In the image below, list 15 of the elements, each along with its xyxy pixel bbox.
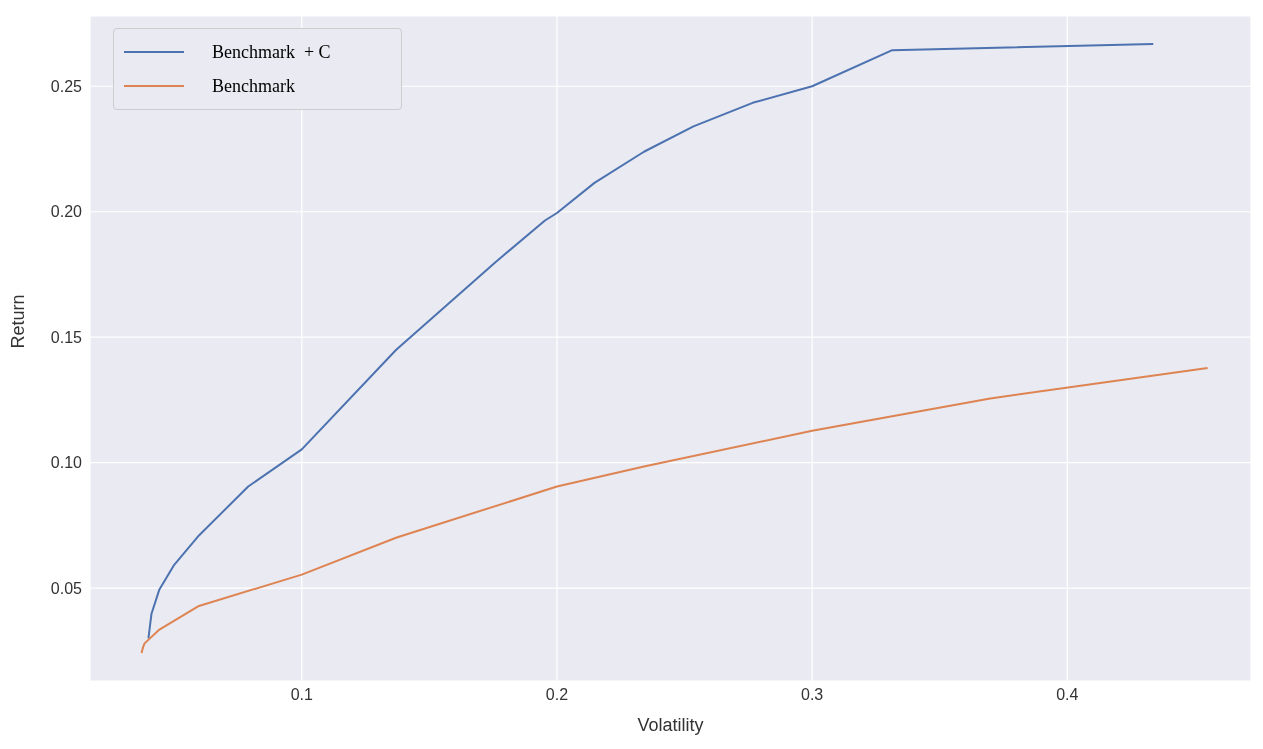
x-tick-label: 0.3 [800, 686, 824, 704]
x-tick-label: 0.4 [1056, 686, 1079, 704]
y-tick-label: 0.10 [50, 454, 83, 472]
line-series [147, 43, 1155, 640]
y-tick-label: 0.25 [50, 77, 83, 95]
line-series [140, 367, 1209, 654]
y-tick-label: 0.15 [50, 328, 83, 346]
x-tick-label: 0.2 [545, 686, 569, 704]
legend-label: Benchmark [212, 75, 296, 97]
x-tick-label: 0.1 [290, 686, 314, 704]
y-tick-label: 0.20 [50, 203, 83, 221]
y-axis-title: Return [8, 294, 29, 349]
x-axis-title: Volatility [637, 715, 704, 735]
y-tick-label: 0.05 [50, 579, 83, 597]
legend-label: Benchmark + C [212, 41, 332, 63]
